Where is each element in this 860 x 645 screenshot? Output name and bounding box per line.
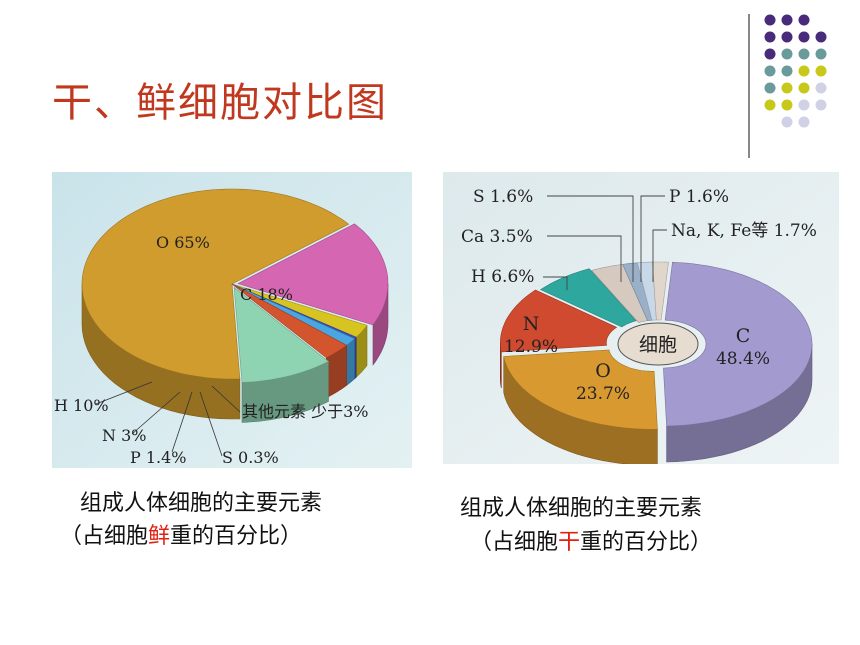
decorative-dot xyxy=(764,82,776,94)
dry-leader-line xyxy=(547,195,634,282)
dry-slice-o-23-7 xyxy=(503,349,658,430)
caption-dry-suffix: 重的百分比） xyxy=(580,530,713,555)
decorative-dot xyxy=(764,48,776,60)
dry-leader-line xyxy=(652,229,667,282)
decorative-dot xyxy=(798,99,810,111)
decorative-dot xyxy=(815,99,827,111)
fresh-label-n-3: N 3% xyxy=(102,426,146,445)
dry-label-n-12-9: N xyxy=(523,313,540,335)
chart-dry-weight: 细胞 C48.4% O23.7% N12.9% H 6.6% Ca 3.5% S 1.6% P… xyxy=(443,172,839,464)
decorative-dot xyxy=(781,65,793,77)
caption-dry-prefix: （占细胞 xyxy=(470,530,559,555)
caption-fresh-prefix: （占细胞 xyxy=(60,524,149,549)
decorative-dot xyxy=(798,65,810,77)
dry-slice-n-12-9 xyxy=(500,289,618,353)
fresh-slice-c-18 xyxy=(237,223,389,326)
caption-fresh-line2: （占细胞鲜重的百分比） xyxy=(60,518,302,550)
fresh-slice-p-1-4 xyxy=(231,283,356,346)
caption-dry-line1: 组成人体细胞的主要元素 xyxy=(460,496,703,521)
decorative-dot xyxy=(764,31,776,43)
dry-label-c-48-4: C xyxy=(736,325,751,347)
decorative-dot-grid xyxy=(764,14,827,128)
fresh-slice-3 xyxy=(231,283,368,338)
dry-leader-line xyxy=(640,195,665,282)
decorative-divider xyxy=(748,14,750,158)
decorative-dot xyxy=(764,99,776,111)
decorative-dot xyxy=(798,48,810,60)
dry-label-value-o-23-7: 23.7% xyxy=(576,384,630,404)
dry-label-value-c-48-4: 48.4% xyxy=(716,349,770,369)
decorative-dot xyxy=(781,99,793,111)
dry-slice-h-6-6 xyxy=(539,268,637,328)
decorative-dot xyxy=(798,82,810,94)
fresh-slice-o-65 xyxy=(81,188,350,380)
decorative-dot xyxy=(781,31,793,43)
caption-fresh-suffix: 重的百分比） xyxy=(170,524,303,549)
fresh-label-o-65: O 65% xyxy=(156,233,210,252)
decorative-dot xyxy=(781,14,793,26)
fresh-label-3: 其他元素 少于3% xyxy=(242,402,368,421)
dry-label-o-23-7: O xyxy=(595,360,611,382)
caption-fresh-line1: 组成人体细胞的主要元素 xyxy=(80,491,323,516)
decorative-dot xyxy=(815,31,827,43)
dry-leader-line xyxy=(543,276,568,290)
dry-label-na-k-fe-1-7: Na, K, Fe等 1.7% xyxy=(671,221,817,241)
fresh-leader-line xyxy=(131,391,181,435)
dry-label-s-1-6: S 1.6% xyxy=(473,187,533,207)
decorative-dot xyxy=(815,48,827,60)
dry-leader-line xyxy=(547,235,622,282)
fresh-slice-side-p-1-4 xyxy=(346,337,355,386)
fresh-leader-line xyxy=(95,381,153,405)
fresh-label-c-18: C 18% xyxy=(240,285,293,304)
decorative-dot xyxy=(815,82,827,94)
fresh-label-s-0-3: S 0.3% xyxy=(222,448,279,467)
caption-dry-line2: （占细胞干重的百分比） xyxy=(470,524,712,556)
fresh-slice-h-10 xyxy=(233,286,330,383)
dry-center-label: 细胞 xyxy=(639,334,677,356)
dry-center-hub xyxy=(617,322,699,366)
decorative-dot xyxy=(781,116,793,128)
fresh-label-h-10: H 10% xyxy=(54,396,109,415)
chart-fresh-weight: O 65% C 18% 其他元素 少于3% S 0.3% P 1.4% N 3% H 10% xyxy=(52,172,412,468)
decorative-dot xyxy=(781,48,793,60)
caption-dry-highlight: 干 xyxy=(558,530,581,555)
decorative-dot xyxy=(798,31,810,43)
dry-slice-na-k-fe-1-7 xyxy=(652,261,669,321)
fresh-label-p-1-4: P 1.4% xyxy=(130,448,187,467)
decorative-dot xyxy=(781,82,793,94)
dry-label-ca-3-5: Ca 3.5% xyxy=(461,227,533,247)
decorative-dot xyxy=(798,14,810,26)
slide-title: 干、鲜细胞对比图 xyxy=(52,80,388,126)
fresh-leader-line xyxy=(211,385,241,413)
caption-fresh-highlight: 鲜 xyxy=(148,524,171,549)
fresh-slice-n-3 xyxy=(231,283,348,359)
decorative-dot xyxy=(798,116,810,128)
fresh-leader-line xyxy=(171,391,193,453)
dry-label-value-n-12-9: 12.9% xyxy=(504,337,558,357)
dry-slice-c-48-4 xyxy=(663,261,813,427)
decorative-dot xyxy=(815,65,827,77)
dry-label-p-1-6: P 1.6% xyxy=(669,187,729,207)
decorative-dot xyxy=(764,65,776,77)
dry-label-h-6-6: H 6.6% xyxy=(471,267,534,287)
fresh-leader-line xyxy=(199,391,223,457)
decorative-dot xyxy=(764,14,776,26)
